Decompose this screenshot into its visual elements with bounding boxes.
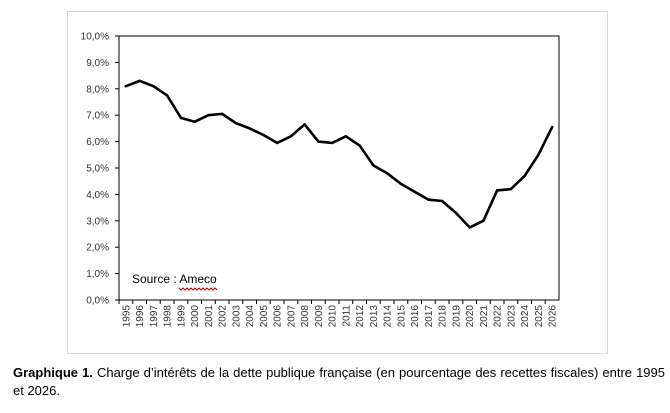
y-tick-label: 6,0% [86, 137, 109, 148]
x-tick-label: 2011 [341, 305, 352, 327]
x-tick-label: 2019 [451, 305, 462, 328]
y-tick-label: 4,0% [86, 190, 109, 201]
y-axis: 0,0% 1,0% 2,0% 3,0% 4,0% 5,0% 6,0% 7,0% 8,0% 9,0%… [81, 32, 119, 307]
x-tick-label: 2014 [383, 305, 394, 328]
data-point [262, 133, 265, 137]
figure-caption: Graphique 1. Charge d’intérêts de la det… [13, 364, 665, 400]
plot-area [118, 35, 560, 301]
data-point [330, 141, 334, 145]
data-point [399, 182, 403, 186]
data-point [193, 120, 196, 124]
x-tick-label: 2006 [273, 305, 284, 328]
x-tick-label: 2009 [314, 305, 325, 328]
y-tick-label: 7,0% [86, 111, 109, 122]
data-point [358, 144, 361, 147]
data-point [372, 164, 375, 167]
x-tick-label: 1999 [176, 305, 187, 328]
x-tick-label: 2003 [231, 305, 242, 328]
x-tick-label: 2017 [424, 305, 435, 328]
x-tick-label: 2001 [204, 305, 215, 328]
data-point [275, 141, 279, 145]
x-tick-label: 2007 [286, 305, 297, 328]
spellcheck-underline [178, 287, 218, 291]
data-point [207, 114, 210, 117]
data-point [289, 135, 293, 138]
y-tick-label: 1,0% [86, 269, 109, 280]
x-tick-label: 2018 [438, 305, 449, 328]
data-point [509, 187, 513, 191]
x-tick-label: 2023 [506, 305, 517, 328]
x-tick-label: 1997 [149, 305, 160, 328]
data-point [537, 153, 540, 156]
x-tick-label: 2008 [300, 305, 311, 328]
y-tick-label: 5,0% [86, 164, 109, 175]
data-point [523, 174, 526, 178]
data-point [179, 116, 183, 120]
data-point [413, 190, 416, 193]
chart-container: 0,0% 1,0% 2,0% 3,0% 4,0% 5,0% 6,0% 7,0% 8,0% 9,0%… [67, 11, 608, 354]
data-point [138, 79, 141, 83]
data-point [385, 172, 389, 175]
data-point [234, 121, 238, 125]
x-tick-label: 2015 [396, 305, 407, 328]
y-tick-label: 2,0% [86, 243, 109, 254]
line-chart: 0,0% 1,0% 2,0% 3,0% 4,0% 5,0% 6,0% 7,0% 8,0% 9,0%… [81, 32, 560, 328]
data-point [427, 198, 430, 201]
x-tick-label: 2013 [369, 305, 380, 328]
x-tick-label: 2026 [548, 305, 559, 328]
data-point [482, 219, 485, 222]
data-point [468, 226, 471, 229]
x-tick-label: 2016 [410, 305, 421, 328]
y-tick-label: 0,0% [86, 296, 109, 307]
x-tick-label: 2005 [259, 305, 270, 328]
y-tick-label: 9,0% [86, 58, 109, 69]
x-tick-label: 1996 [135, 305, 146, 328]
data-point [317, 140, 320, 143]
x-tick-label: 2025 [534, 305, 545, 328]
x-axis: 1995 1996 1997 1998 1999 2000 2001 2002 2003 2004… [118, 300, 559, 328]
x-tick-label: 2004 [245, 305, 256, 328]
data-point [165, 94, 169, 97]
data-point [248, 127, 251, 130]
caption-text: Charge d’intérêts de la dette publique f… [13, 365, 665, 398]
series-line [124, 79, 554, 229]
caption-label: Graphique 1. [13, 365, 93, 380]
y-tick-label: 10,0% [81, 32, 109, 43]
x-tick-label: 2000 [190, 305, 201, 328]
y-tick-label: 3,0% [86, 216, 109, 227]
x-tick-label: 2002 [218, 305, 229, 328]
x-tick-label: 1998 [163, 305, 174, 328]
data-point [440, 199, 444, 203]
x-tick-label: 2024 [520, 305, 531, 328]
data-point [454, 211, 458, 215]
x-tick-label: 2022 [493, 305, 504, 328]
x-tick-label: 2010 [328, 305, 339, 328]
data-point [220, 112, 224, 116]
x-tick-label: 2020 [465, 305, 476, 328]
data-point [303, 123, 306, 126]
x-tick-label: 1995 [121, 305, 132, 328]
data-point [344, 135, 348, 138]
source-annotation: Source : Ameco [132, 272, 217, 286]
data-point [152, 84, 155, 88]
data-point [495, 189, 499, 192]
x-tick-label: 2021 [479, 305, 490, 328]
data-point [550, 125, 554, 129]
y-tick-label: 8,0% [86, 84, 109, 95]
x-tick-label: 2012 [355, 305, 366, 328]
data-point [124, 84, 128, 88]
